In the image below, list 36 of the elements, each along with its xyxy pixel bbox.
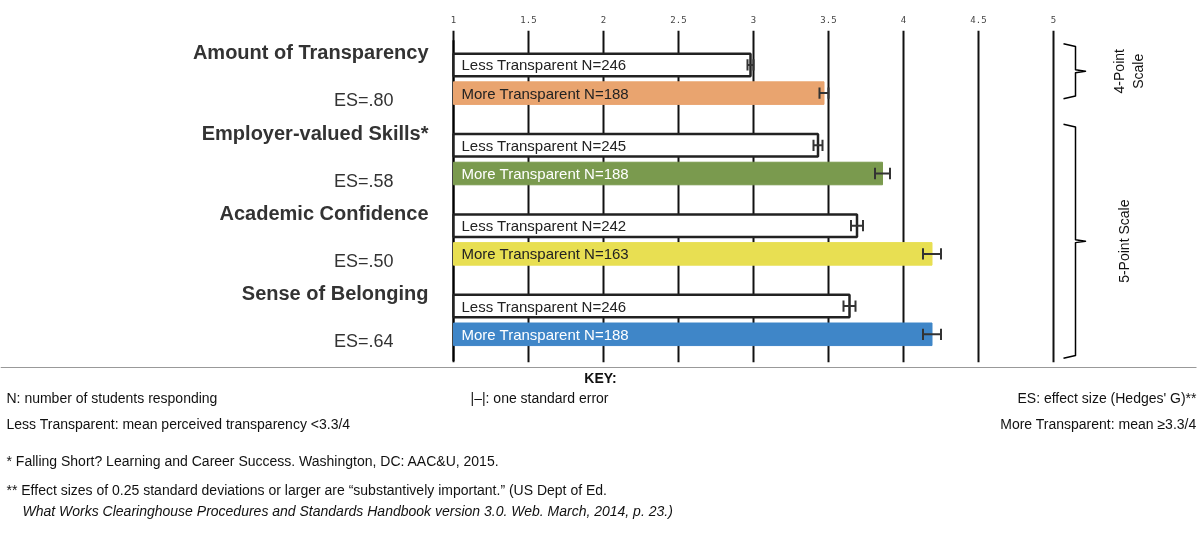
text: What Works Clearinghouse Procedures and Standards Handbook version 3.0. Web. March, 2014, p. 23.) xyxy=(22,502,673,519)
x-tick-label: 4.5 xyxy=(970,14,987,25)
y-tick-label: Less Transparent N=245 xyxy=(461,136,627,154)
y-tick-label: Less Transparent N=242 xyxy=(461,217,627,235)
x-tick-label: 1 xyxy=(450,14,457,25)
y-tick-label: More Transparent N=188 xyxy=(461,325,629,343)
text: |–|: one standard error xyxy=(470,389,609,406)
text: Sense of Belonging xyxy=(241,282,429,305)
x-tick-label: 5 xyxy=(1050,14,1057,25)
y-tick-label: Less Transparent N=246 xyxy=(461,297,627,315)
text: ES=.58 xyxy=(333,170,394,191)
text: Academic Confidence xyxy=(219,202,429,224)
text: 4-Point Scale xyxy=(1110,48,1147,94)
text: ES=.64 xyxy=(333,331,394,352)
y-tick-label: Less Transparent N=246 xyxy=(461,56,627,74)
y-tick-label: More Transparent N=188 xyxy=(461,84,629,102)
text: ** Effect sizes of 0.25 standard deviations or larger are “substantively important.” (US Dept of Ed. xyxy=(6,481,607,498)
text: Employer-valued Skills* xyxy=(201,121,429,144)
text: 5-Point Scale xyxy=(1115,199,1132,283)
x-tick-label: 2.5 xyxy=(670,14,687,25)
text: ES=.50 xyxy=(333,250,394,271)
y-tick-label: More Transparent N=163 xyxy=(461,245,629,263)
text: Less Transparent: mean perceived transparency <3.3/4 xyxy=(6,415,351,432)
text: KEY: xyxy=(584,369,617,386)
text: ES: effect size (Hedges' G)** xyxy=(1017,389,1198,406)
y-tick-label: More Transparent N=188 xyxy=(461,165,629,183)
x-tick-label: 4 xyxy=(900,14,907,25)
text: More Transparent: mean ≥3.3/4 xyxy=(1000,415,1197,432)
text: Amount of Transparency xyxy=(192,41,430,64)
x-tick-label: 2 xyxy=(600,14,607,25)
x-tick-label: 3.5 xyxy=(820,14,837,25)
text: ES=.80 xyxy=(333,90,394,111)
text: * Falling Short? Learning and Career Success. Washington, DC: AAC&U, 2015. xyxy=(6,452,499,469)
text: N: number of students responding xyxy=(6,389,218,406)
x-tick-label: 1.5 xyxy=(520,14,537,25)
x-tick-label: 3 xyxy=(750,14,757,25)
